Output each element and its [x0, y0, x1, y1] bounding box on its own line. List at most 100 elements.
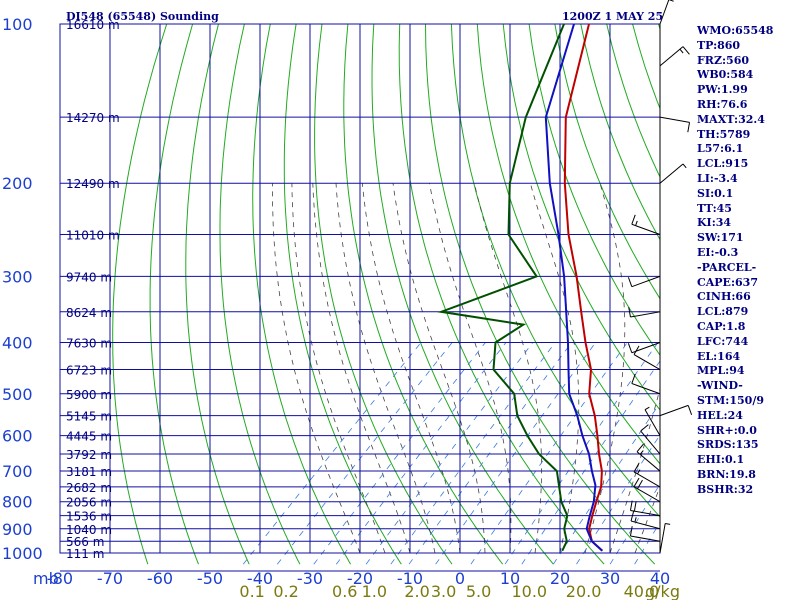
temperature-tick-label: -70: [97, 569, 123, 588]
index-item: EHI:0.1: [697, 453, 745, 467]
wind-barb: [628, 307, 661, 318]
height-label: 566 m: [66, 535, 104, 549]
mixing-ratio-line: [335, 342, 507, 565]
wind-barb: [630, 511, 661, 530]
index-item: CAPE:637: [697, 275, 758, 289]
temperature-tick-label: 0: [455, 569, 465, 588]
mixing-ratio-line: [365, 342, 534, 565]
mixing-ratio-label: 10.0: [511, 582, 547, 600]
parcel-trace: [544, 24, 603, 552]
dry-adiabat-line: [185, 24, 250, 565]
dry-adiabat-line: [371, 24, 554, 565]
mixing-ratio-line: [435, 342, 596, 565]
temperature-tick-label: 20: [550, 569, 570, 588]
height-label: 7630 m: [66, 336, 112, 350]
wind-barb: [659, 0, 674, 25]
height-label: 8624 m: [66, 306, 112, 320]
dry-adiabat-line: [450, 24, 660, 518]
mixing-ratio-label: 2.0: [404, 582, 429, 600]
dry-adiabat-line: [252, 24, 352, 565]
height-label: 14270 m: [66, 111, 120, 125]
height-label: 9740 m: [66, 270, 112, 284]
temperature-tick-label: -40: [247, 569, 273, 588]
temperature-tick-label: -80: [47, 569, 73, 588]
wind-barb: [659, 46, 690, 67]
dry-adiabat-line: [343, 24, 504, 565]
index-item: MAXT:32.4: [697, 112, 765, 126]
temperature-tick-label: -50: [197, 569, 223, 588]
height-label: 6723 m: [66, 364, 112, 378]
index-item: TT:45: [697, 201, 732, 215]
mixing-ratio-line: [609, 483, 660, 565]
mixing-ratio-line: [242, 342, 422, 565]
temperature-trace: [563, 24, 603, 552]
wind-barb: [627, 275, 661, 288]
temperature-tick-label: 10: [500, 569, 520, 588]
pressure-tick-label: 800: [2, 493, 33, 512]
pressure-temperature-grid: [59, 23, 661, 572]
mixing-ratio-line: [470, 342, 628, 565]
sounding-traces: [437, 24, 603, 552]
dry-adiabat-line: [112, 24, 168, 565]
wind-barb: [629, 500, 661, 517]
height-label: 5900 m: [66, 388, 112, 402]
moist-adiabat-line: [335, 183, 436, 554]
stability-index-panel: WMO:65548 TP:860 FRZ:560 WB0:584 PW:1.99 RH:7…: [697, 24, 797, 498]
index-item: STM:150/9: [697, 393, 764, 407]
dry-adiabat-line: [528, 24, 660, 356]
index-item: WB0:584: [697, 68, 754, 82]
index-item: SI:0.1: [697, 186, 734, 200]
mixing-ratio-label: 0.1: [239, 582, 264, 600]
pressure-tick-label: 200: [2, 174, 33, 193]
index-item: LFC:744: [697, 334, 749, 348]
mixing-ratio-line: [408, 342, 572, 565]
moist-adiabat-line: [473, 183, 542, 554]
valid-time: 1200Z 1 MAY 25: [562, 10, 663, 23]
moist-adiabat-line: [291, 183, 386, 554]
pressure-tick-label: 300: [2, 267, 33, 286]
temperature-tick-label: 40: [650, 569, 670, 588]
moist-adiabat-line: [392, 183, 486, 554]
temperature-tick-label: -10: [397, 569, 423, 588]
temperature-tick-label: 30: [600, 569, 620, 588]
wind-barb: [631, 373, 661, 395]
mixing-ratio-label: 3.0: [431, 582, 456, 600]
wind-barb: [659, 163, 687, 184]
index-item: SW:171: [697, 231, 744, 245]
moist-adiabat-line: [529, 183, 580, 554]
temperature-tick-label: -30: [297, 569, 323, 588]
index-item: PW:1.99: [697, 83, 748, 97]
index-item: BSHR:32: [697, 482, 754, 496]
index-item: CAP:1.8: [697, 319, 746, 333]
dry-adiabat-line: [476, 24, 660, 465]
height-label: 1040 m: [66, 523, 112, 537]
chart-title: DI548 (65548) Sounding: [66, 10, 219, 23]
index-item: HEL:24: [697, 408, 743, 422]
mixing-ratio-label: 5.0: [466, 582, 491, 600]
wind-barb: [627, 342, 661, 354]
height-label: 2056 m: [66, 496, 112, 510]
wind-barb: [633, 462, 661, 488]
wind-barb: [633, 477, 661, 503]
mixing-ratio-label: 40.0: [624, 582, 660, 600]
wind-barb: [659, 116, 691, 133]
index-item: FRZ:560: [697, 53, 750, 67]
wind-barb: [640, 424, 661, 455]
wind-barb: [644, 406, 661, 436]
temperature-tick-label: -20: [347, 569, 373, 588]
x-axis-label: mb: [33, 569, 59, 588]
pressure-tick-label: 500: [2, 385, 33, 404]
dewpoint-trace: [437, 24, 569, 552]
mixing-ratio-line: [390, 342, 556, 565]
wind-barb: [636, 443, 661, 472]
dry-adiabat-line: [283, 24, 402, 565]
pressure-tick-label: 100: [2, 15, 33, 34]
index-item: KI:34: [697, 216, 732, 230]
mixing-ratio-label: 1.0: [362, 582, 387, 600]
index-item: L57:6.1: [697, 142, 744, 156]
index-item: RH:76.6: [697, 97, 748, 111]
height-label: 16610 m: [66, 18, 120, 32]
index-item: LCL:879: [697, 305, 749, 319]
index-item: LI:-3.4: [697, 171, 738, 185]
